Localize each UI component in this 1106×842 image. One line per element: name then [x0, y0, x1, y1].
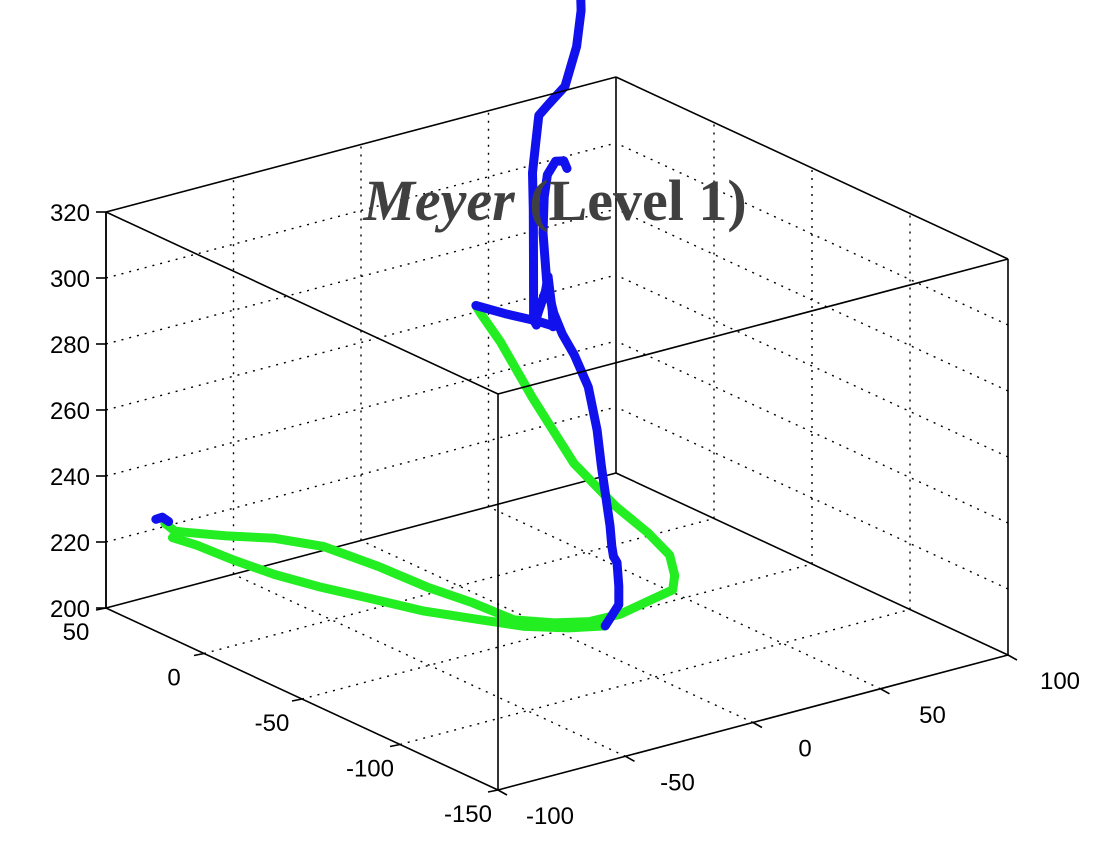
box-edge: [615, 76, 1009, 260]
grid-line-x-floor: [488, 506, 881, 690]
chart-title: Meyer (Level 1): [362, 168, 746, 233]
z-tick-label: 240: [50, 464, 90, 491]
x-tick-label: 50: [919, 702, 946, 729]
z-tick-label: 320: [50, 200, 90, 227]
y-tick-label: -100: [346, 756, 394, 783]
grid-line-z-wall: [615, 208, 1009, 392]
x-tick-mark: [497, 789, 508, 796]
box-edge: [497, 258, 1009, 395]
grid-line-y-floor: [399, 608, 911, 746]
tick-labels: -100-50050100-150-100-500502002202402602…: [50, 200, 1080, 830]
z-tick-label: 280: [50, 332, 90, 359]
grid-line-z-wall: [615, 274, 1009, 458]
series-line-4: [151, 512, 174, 527]
x-tick-mark: [625, 755, 635, 762]
z-tick-label: 220: [50, 530, 90, 557]
y-tick-mark: [389, 743, 401, 748]
chart-title-italic: Meyer: [362, 168, 515, 233]
z-tick-label: 300: [50, 266, 90, 293]
series-line-3: [538, 156, 624, 631]
grid-line-z-wall: [615, 406, 1009, 590]
y-tick-mark: [291, 698, 303, 702]
series-line-0: [160, 301, 680, 628]
x-tick-mark: [752, 721, 763, 729]
y-tick-label: 50: [63, 619, 90, 646]
x-tick-mark: [880, 688, 890, 695]
x-tick-label: -50: [660, 769, 695, 796]
box-edge: [105, 472, 617, 609]
y-tick-label: -150: [444, 801, 492, 828]
axes-box-back: [105, 77, 1009, 656]
x-tick-label: -100: [526, 803, 574, 830]
box-edge: [105, 76, 617, 213]
y-tick-label: 0: [167, 665, 180, 692]
box-edge: [615, 472, 1009, 656]
y-tick-mark: [487, 789, 499, 793]
x-tick-mark: [1007, 654, 1018, 661]
chart-title-rest: (Level 1): [515, 168, 747, 233]
series-line-1: [167, 533, 610, 633]
grid-line-z-wall: [615, 142, 1009, 326]
data-series: [151, 0, 680, 633]
x-tick-label: 100: [1040, 668, 1080, 695]
y-tick-mark: [193, 652, 205, 657]
box-edge: [105, 211, 499, 395]
y-tick-label: -50: [255, 710, 290, 737]
z-tick-label: 200: [50, 596, 90, 623]
grid-line-x-floor: [233, 573, 626, 757]
x-tick-label: 0: [798, 736, 811, 763]
z-tick-label: 260: [50, 398, 90, 425]
grid-line-z-wall: [615, 340, 1009, 524]
series-line-2: [471, 0, 586, 332]
